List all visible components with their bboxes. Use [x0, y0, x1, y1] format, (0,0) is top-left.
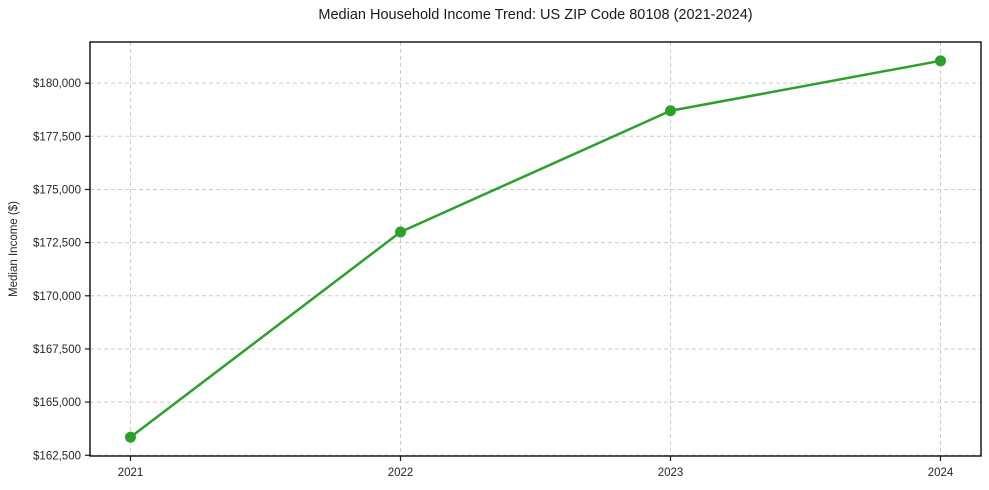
data-point-2024 — [935, 55, 946, 67]
data-point-2021 — [125, 431, 136, 443]
x-tick-label: 2023 — [658, 467, 684, 479]
x-tick-label: 2021 — [118, 467, 144, 479]
data-point-2022 — [395, 226, 406, 238]
y-tick-label: $172,500 — [33, 238, 81, 250]
y-tick-label: $165,000 — [33, 397, 81, 409]
y-tick-label: $180,000 — [33, 78, 81, 90]
trend-line — [129, 59, 942, 439]
y-tick-label: $177,500 — [33, 131, 81, 143]
x-tick-label: 2022 — [388, 467, 414, 479]
y-tick-label: $175,000 — [33, 184, 81, 196]
y-tick-label: $162,500 — [33, 450, 81, 462]
y-tick-label: $170,000 — [33, 291, 81, 303]
chart-title: Median Household Income Trend: US ZIP Co… — [318, 7, 753, 23]
y-tick-label: $167,500 — [33, 344, 81, 356]
x-tick-label: 2024 — [928, 467, 954, 479]
plot-border — [89, 41, 982, 457]
data-point-2023 — [665, 105, 676, 117]
